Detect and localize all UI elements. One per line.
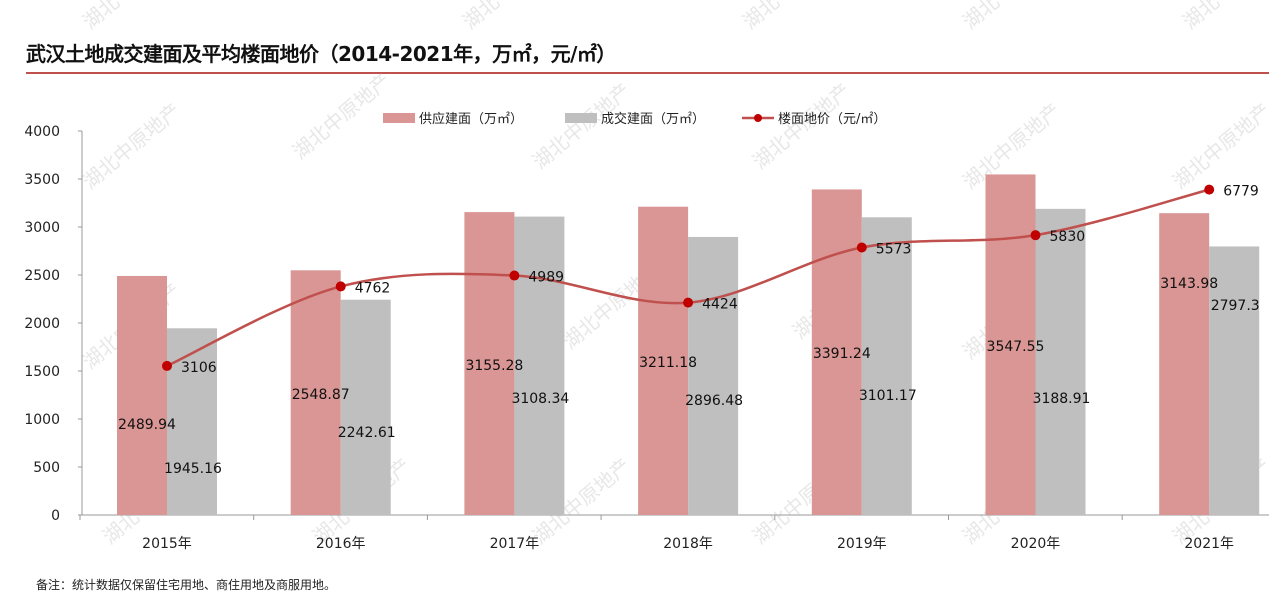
label-price: 5573 [876, 241, 912, 257]
bar-supply [464, 212, 515, 515]
footnote: 备注：统计数据仅保留住宅用地、商住用地及商服用地。 [36, 578, 337, 592]
watermark: 湖北中原地产 [288, 68, 395, 164]
point-price [683, 297, 694, 308]
point-price [335, 281, 346, 292]
legend-swatch-transaction [565, 113, 597, 123]
label-transaction: 2896.48 [685, 393, 743, 409]
bar-transaction [340, 299, 391, 515]
y-tick-label: 1000 [24, 412, 60, 428]
y-tick-label: 2000 [24, 316, 60, 332]
label-supply: 2489.94 [118, 417, 176, 433]
label-transaction: 2797.3 [1211, 298, 1260, 314]
label-transaction: 3188.91 [1033, 391, 1091, 407]
bar-transaction [167, 328, 217, 515]
point-price [1030, 230, 1041, 241]
label-price: 4989 [528, 270, 564, 286]
x-tick-label: 2019年 [837, 536, 887, 552]
y-tick-label: 1500 [24, 364, 60, 380]
watermark: 湖北中原地产 [738, 0, 845, 34]
x-tick-label: 2015年 [142, 536, 192, 552]
bar-transaction [861, 217, 912, 516]
watermark: 湖北中原地产 [958, 0, 1065, 34]
bar-supply [985, 174, 1036, 516]
bar-supply [117, 275, 167, 515]
watermark: 湖北中原地产 [78, 0, 185, 34]
label-supply: 2548.87 [292, 387, 350, 403]
x-tick-label: 2020年 [1011, 536, 1061, 552]
title-divider [26, 72, 1269, 74]
y-tick-label: 4000 [24, 124, 60, 140]
bar-transaction [1035, 208, 1086, 516]
y-tick-label: 3000 [24, 220, 60, 236]
legend-marker-price [754, 114, 762, 122]
watermark: 湖北中原地产 [458, 0, 565, 34]
bar-supply [638, 206, 689, 515]
label-supply: 3143.98 [1160, 276, 1218, 292]
bar-transaction [688, 236, 739, 515]
point-price [162, 360, 172, 371]
legend-label-transaction: 成交建面（万㎡） [601, 111, 705, 127]
label-supply: 3547.55 [987, 339, 1045, 355]
watermark: 湖北中原地产 [1178, 0, 1269, 34]
x-tick-label: 2016年 [316, 536, 366, 552]
bar-transaction [514, 216, 565, 515]
label-supply: 3211.18 [639, 355, 697, 371]
y-tick-label: 0 [51, 508, 60, 524]
label-transaction: 3101.17 [859, 388, 917, 404]
label-price: 6779 [1223, 184, 1259, 200]
y-tick-label: 500 [33, 460, 60, 476]
watermark: 湖北中原地产 [1168, 98, 1269, 194]
y-tick-label: 3500 [24, 172, 60, 188]
y-tick-label: 2500 [24, 268, 60, 284]
x-tick-label: 2017年 [490, 536, 540, 552]
label-supply: 3391.24 [813, 346, 871, 362]
x-tick-label: 2021年 [1184, 536, 1234, 552]
label-transaction: 3108.34 [511, 391, 569, 407]
legend-label-supply: 供应建面（万㎡） [419, 111, 523, 127]
bar-supply [1159, 213, 1210, 515]
label-supply: 3155.28 [465, 358, 523, 374]
label-transaction: 2242.61 [338, 425, 396, 441]
point-price [1204, 184, 1215, 195]
point-price [856, 242, 867, 253]
legend-label-price: 楼面地价（元/㎡） [778, 112, 886, 127]
label-price: 5830 [1050, 229, 1086, 245]
chart-title: 武汉土地成交建面及平均楼面地价（2014-2021年，万㎡，元/㎡） [26, 42, 616, 66]
x-tick-label: 2018年 [663, 536, 713, 552]
bar-transaction [1209, 246, 1260, 515]
bar-supply [811, 189, 862, 515]
point-price [509, 270, 520, 281]
watermark: 湖北中原地产 [78, 98, 185, 194]
label-price: 4424 [702, 297, 738, 313]
label-transaction: 1945.16 [164, 461, 222, 477]
label-price: 3106 [181, 360, 217, 376]
label-price: 4762 [355, 280, 391, 296]
legend-swatch-supply [383, 113, 415, 123]
bar-supply [290, 270, 341, 515]
